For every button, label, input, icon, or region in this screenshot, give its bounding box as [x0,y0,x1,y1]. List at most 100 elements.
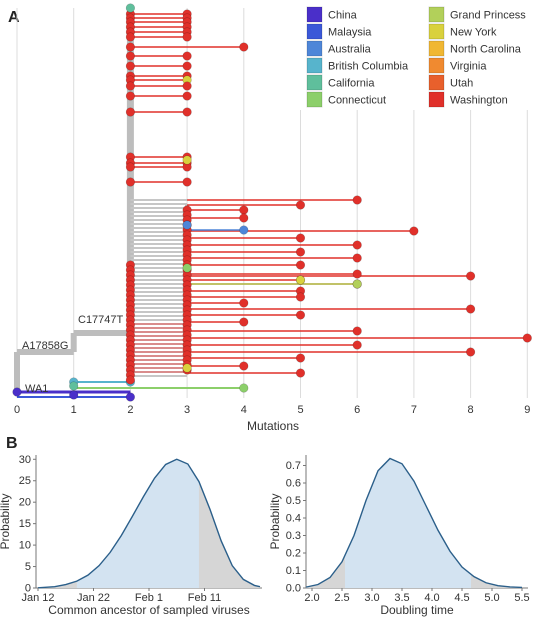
mutation-tick-label: 2 [127,404,133,416]
tip-node [182,107,192,117]
ancestor-date-chart: 0 5 10 15 20 25 30 Jan 12 Jan 22 Feb 1 Feb 11Commo… [0,454,262,617]
legend-swatch [306,91,323,108]
x-tick-label: Jan 22 [77,592,110,604]
legend-label: Connecticut [328,95,386,107]
location-legend: China Malaysia Australia British Columbia Ca… [300,2,535,110]
tip-node [466,271,476,281]
tip-node [182,263,192,273]
legend-label: New York [450,27,497,39]
tip-node [295,247,306,257]
tip-node [182,177,192,187]
tip-node [125,107,135,117]
legend-swatch [428,23,445,40]
tip-node [352,340,362,350]
x-tick-label: Feb 11 [188,592,221,604]
tip-node [125,3,135,13]
mutations-axis-label: Mutations [247,419,299,430]
legend-label: Grand Princess [450,10,526,22]
y-tick-label: 0.5 [286,495,301,507]
y-tick-label: 25 [19,475,31,487]
legend-swatch [306,57,323,74]
y-tick-label: 0 [25,583,31,595]
y-tick-label: 0.1 [286,565,301,577]
tip-node [69,381,79,391]
tip-node [239,361,249,371]
legend-swatch [428,57,445,74]
legend-swatch [306,6,323,23]
tip-node [466,347,476,357]
x-tick-label: 5.0 [484,592,499,604]
y-tick-label: 0.4 [286,513,301,525]
tip-node [295,260,306,270]
tip-node [125,32,135,42]
tip-node [239,42,249,52]
tip-node [295,353,306,363]
tip-node [125,81,135,91]
legend-label: Malaysia [328,27,372,39]
tip-node [295,233,306,243]
y-tick-label: 10 [19,540,31,552]
x-tick-label: 4.0 [424,592,439,604]
tip-node [409,226,419,236]
tip-node [295,310,306,320]
mutation-ticks: 0 1 2 3 4 5 6 7 8 9 [14,404,530,416]
legend-label: Virginia [450,61,487,73]
tip-node [182,155,192,165]
y-axis-label: Probability [0,493,12,549]
tip-node [125,51,135,61]
x-tick-label: 2.0 [304,592,319,604]
x-tick-label: 5.5 [514,592,529,604]
credible-interval-area [345,458,471,588]
y-tick-label: 30 [19,454,31,466]
panel-a-letter: A [8,9,20,26]
tip-node [295,292,306,302]
tip-node [182,220,192,230]
legend-label: California [328,78,375,90]
y-tick-label: 0.3 [286,530,301,542]
legend-label: North Carolina [450,44,522,56]
tip-node [352,326,362,336]
tip-node [125,91,135,101]
tip-node [352,279,362,289]
tip-node [125,392,135,402]
legend-label: British Columbia [328,61,409,73]
branch-label: A17858G [22,340,68,352]
legend-label: China [328,10,358,22]
mutation-tick-label: 9 [524,404,530,416]
legend-swatch [306,23,323,40]
tip-node [182,363,192,373]
density-curve [37,458,261,589]
mutation-tick-label: 8 [468,404,474,416]
tip-node [182,81,192,91]
tip-node [466,304,476,314]
mutation-tick-label: 5 [297,404,303,416]
tip-node [125,177,135,187]
legend-label: Washington [450,95,508,107]
branch-label: WA1 [25,383,48,395]
tip-node [352,253,362,263]
tip-node [125,375,135,385]
legend-swatch [428,91,445,108]
legend-swatch [428,74,445,91]
panel-b-letter: B [6,435,18,452]
x-tick-label: Jan 12 [21,592,54,604]
tip-node [69,390,79,400]
legend-swatch [428,6,445,23]
y-tick-label: 5 [25,561,31,573]
tip-node [352,240,362,250]
legend-background [300,2,535,110]
tip-node [522,333,532,343]
doubling-time-chart: 0.0 0.1 0.2 0.3 0.4 0.5 0.6 0.7 2.0 2.5 3.0 3.5 4.0 4… [268,455,530,617]
tip-node [239,317,249,327]
y-tick-label: 0.7 [286,460,301,472]
mutation-tick-label: 0 [14,404,20,416]
tip-node [295,368,306,378]
y-axis-label: Probability [268,493,282,549]
x-tick-label: 3.0 [364,592,379,604]
y-tick-label: 0.6 [286,478,301,490]
mutation-tick-label: 1 [71,404,77,416]
mutation-tick-label: 4 [241,404,247,416]
x-tick-label: 2.5 [334,592,349,604]
y-tick-label: 15 [19,518,31,530]
phylogeny-panel: A 0 1 2 3 4 5 6 7 8 9 Mutations China Malaysia Aust… [8,2,535,430]
